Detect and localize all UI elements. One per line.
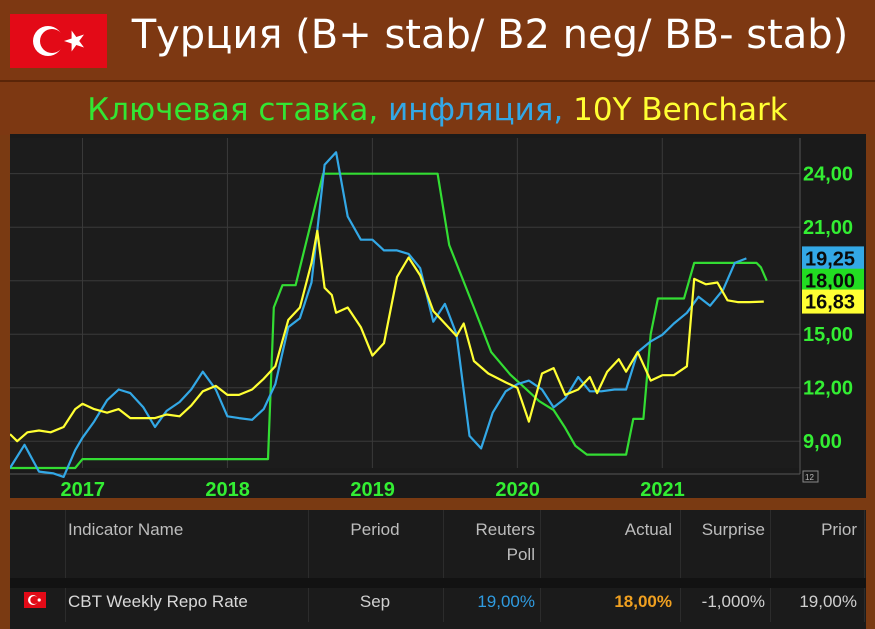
header-prior[interactable]: Prior <box>821 520 857 539</box>
end-badge-inflation <box>802 246 864 271</box>
header-reuters-poll[interactable]: Reuters <box>475 520 535 539</box>
page-title: Турция (B+ stab/ B2 neg/ BB- stab) <box>131 12 849 58</box>
series-line-policy_rate <box>10 172 768 470</box>
end-badge-label-bond_10y: 16,83 <box>805 292 855 314</box>
column-divider <box>65 510 66 622</box>
column-divider <box>680 510 681 622</box>
y-tick-label: 21,00 <box>803 217 853 239</box>
subtitle-band: Ключевая ставка, инфляция, 10Y Benchark <box>0 80 875 135</box>
row-surprise: -1,000% <box>701 592 765 611</box>
separator <box>0 498 875 510</box>
x-tick-label: 2017 <box>60 479 105 498</box>
row-reuters-poll: 19,00% <box>477 592 535 611</box>
end-badge-bond_10y <box>802 289 864 314</box>
x-tick-label: 2019 <box>350 479 395 498</box>
row-prior: 19,00% <box>799 592 857 611</box>
header-surprise[interactable]: Surprise <box>701 520 765 539</box>
end-badge-policy_rate <box>802 268 864 293</box>
turkey-flag-icon <box>10 14 107 68</box>
column-divider <box>443 510 444 622</box>
x-tick-label: 2018 <box>205 479 250 498</box>
row-indicator-name[interactable]: CBT Weekly Repo Rate <box>68 592 248 611</box>
indicator-table: Indicator Name Period Reuters Poll Actua… <box>10 510 866 629</box>
subtitle-policy-rate: Ключевая ставка, <box>87 92 379 128</box>
subtitle-bond-yield: 10Y Benchark <box>563 92 788 128</box>
row-period: Sep <box>359 592 391 611</box>
series-line-bond_10y <box>10 229 764 443</box>
end-badge-label-inflation: 19,25 <box>805 248 855 270</box>
y-tick-label: 24,00 <box>803 164 853 186</box>
header-actual[interactable]: Actual <box>624 520 672 539</box>
x-tick-label: 2021 <box>640 479 685 498</box>
y-tick-label: 12,00 <box>803 378 853 400</box>
chart-subtitle: Ключевая ставка, инфляция, 10Y Benchark <box>0 92 875 128</box>
header-indicator-name[interactable]: Indicator Name <box>68 520 184 539</box>
row-separator <box>10 578 866 588</box>
end-badge-label-policy_rate: 18,00 <box>805 271 855 293</box>
chart-area: 24,00 21,00 18,00 15,00 12,00 9,00 2017 2018 201… <box>10 134 866 498</box>
scale-tag-label: 12 <box>805 473 814 482</box>
plot-background <box>10 138 800 468</box>
header-band: Турция (B+ stab/ B2 neg/ BB- stab) <box>0 0 875 80</box>
column-divider <box>308 510 309 622</box>
y-tick-label: 15,00 <box>803 324 853 346</box>
column-divider <box>540 510 541 622</box>
scale-tag-box <box>802 470 819 483</box>
header-reuters-poll-line2: Poll <box>506 545 535 564</box>
row-actual: 18,00% <box>614 592 672 611</box>
subtitle-inflation: инфляция, <box>378 92 564 128</box>
series-line-inflation <box>10 151 747 478</box>
y-tick-label: 9,00 <box>803 431 842 453</box>
turkey-flag-icon <box>24 592 46 608</box>
column-divider <box>864 510 865 622</box>
column-divider <box>770 510 771 622</box>
header-period[interactable]: Period <box>350 520 400 539</box>
line-chart: 24,00 21,00 18,00 15,00 12,00 9,00 2017 2018 201… <box>10 138 864 498</box>
x-tick-label: 2020 <box>495 479 540 498</box>
